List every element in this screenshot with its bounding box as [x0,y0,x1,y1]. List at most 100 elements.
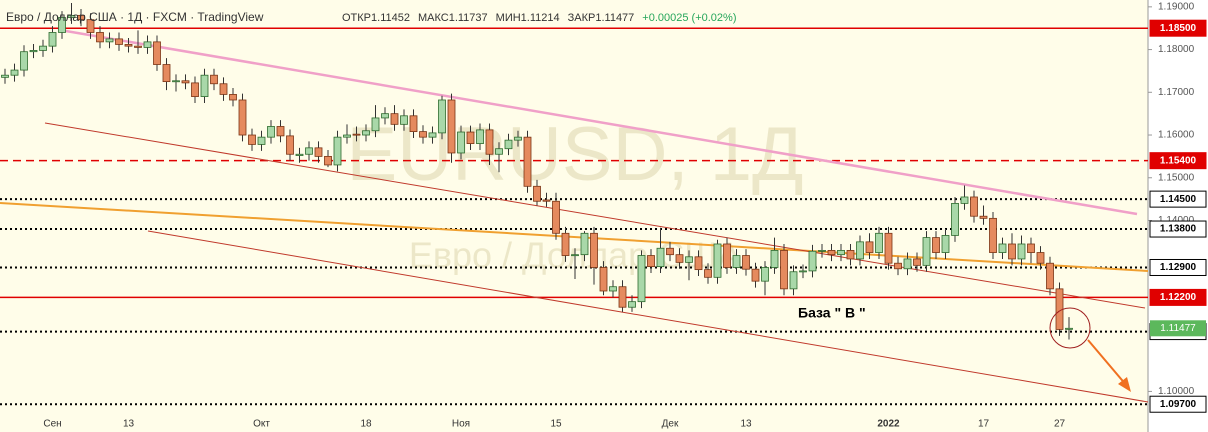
ohlc-value: ЗАКР1.11477 [568,12,635,24]
candle-body [172,80,180,83]
candle-body [438,99,446,134]
candle-body [1,74,9,78]
last-price-label: 1.11477 [1160,323,1196,334]
candle-body [267,126,275,138]
candle-body [96,32,104,43]
candle-body [162,64,171,83]
candle-body [799,270,807,273]
candle-body [248,134,256,145]
candle-body [86,19,95,33]
candle-body [1046,262,1054,290]
candle-body [485,129,494,155]
candle-body [257,136,266,145]
y-tick-label: 1.15000 [1158,172,1195,183]
candle-body [742,255,750,270]
candle-body [39,45,47,51]
level-label: 1.18500 [1160,23,1197,34]
candle-body [666,247,674,256]
x-tick-label: 13 [740,419,752,430]
highlight-circle [1049,307,1091,349]
candle-body [523,136,532,187]
level-label: 1.14500 [1160,194,1197,205]
candle-body [922,237,931,266]
candle-body [761,267,769,282]
candle-body [115,38,123,45]
candle-body [314,147,323,157]
candle-body [951,202,959,236]
candle-body [362,130,370,136]
candle-body [381,113,389,119]
candle-body [457,131,465,154]
candle-body [599,267,608,292]
level-tag [1149,258,1207,276]
candle-body [884,232,893,264]
candle-body [865,241,874,253]
candle-body [960,196,969,204]
x-tick-label: 27 [1054,419,1066,430]
candle-body [894,262,902,270]
candle-body [200,74,209,97]
candle-body [628,301,636,308]
candle-body [514,136,522,141]
x-tick-label: 13 [123,419,135,430]
ohlc-value: ОТКР1.11452 [342,12,410,24]
candle-body [552,200,560,234]
candle-body [941,235,950,253]
candle-body [561,232,570,256]
level-tag [1149,190,1207,208]
y-tick-label: 1.10000 [1158,386,1195,397]
ohlc-value: +0.00025 (+0.02%) [642,12,736,24]
y-tick-label: 1.19000 [1158,1,1195,12]
candle-body [153,41,161,65]
arrow-head [1118,377,1131,392]
candle-body [333,136,342,166]
candle-body [20,51,28,71]
candle-body [428,132,437,138]
candle-body [29,50,38,53]
level-label: 1.15400 [1160,155,1197,166]
candle-body [533,185,541,202]
ohlc-value: МАКС1.11737 [418,12,488,24]
candle-body [77,14,85,21]
level-tag [1149,19,1207,37]
level-tag [1149,288,1207,306]
candle-body [447,99,456,154]
trend-line [0,202,1149,272]
candle-body [67,14,76,18]
candle-body [105,38,114,43]
candle-body [580,232,589,256]
annotation: База " В " [798,305,866,321]
candle-body [1017,243,1026,260]
candle-body [789,271,798,290]
candle-body [827,249,836,256]
candle-body [58,17,66,33]
candle-body [590,232,598,268]
candle-body [400,115,408,125]
candle-body [238,99,247,136]
level-tag [1149,220,1207,238]
candle-body [143,41,152,48]
y-tick-label: 1.17000 [1158,87,1195,98]
candle-body [685,256,693,263]
candle-body [1027,243,1035,253]
channel-line [147,230,1149,403]
candle-body [837,249,845,256]
candle-body [210,74,218,85]
price-axis-bg [1148,0,1208,432]
candle-body [647,255,655,268]
candle-body [571,254,579,257]
last-price-tag [1150,320,1206,337]
arrow [1087,339,1128,387]
candle-body [618,286,627,308]
candle-body [856,241,864,260]
candle-body [1036,252,1045,264]
candle-body [371,117,380,132]
x-tick-label: Ноя [452,419,470,430]
candle-body [713,243,722,278]
level-tag [1149,152,1207,170]
candle-body [191,82,199,97]
candle-body [808,250,817,272]
candle-body [390,113,399,125]
